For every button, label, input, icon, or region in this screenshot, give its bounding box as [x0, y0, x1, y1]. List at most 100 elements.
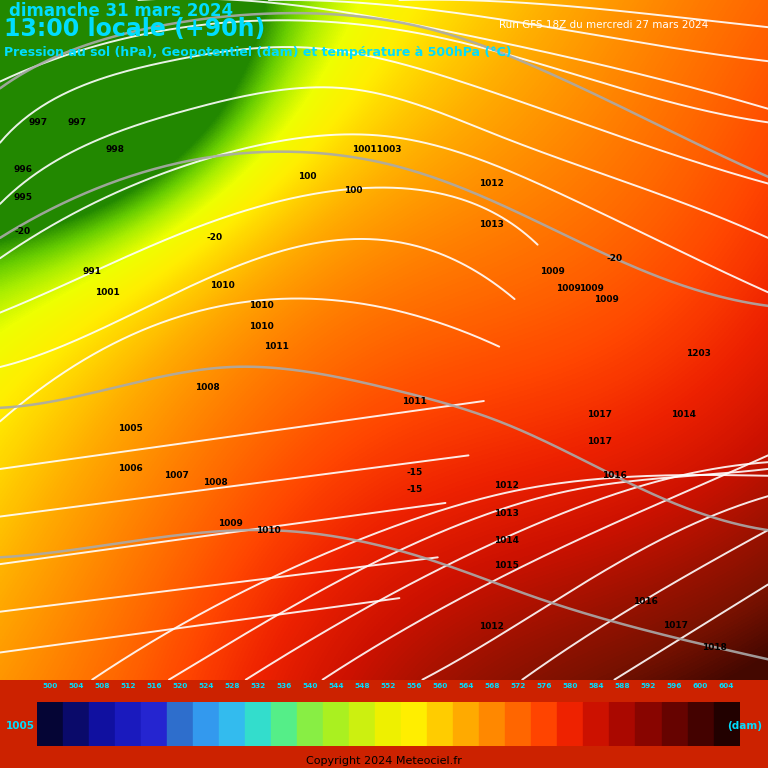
- Text: 596: 596: [667, 683, 682, 689]
- Text: 604: 604: [719, 683, 734, 689]
- Text: 576: 576: [537, 683, 552, 689]
- Text: 1017: 1017: [587, 437, 611, 446]
- Text: 1008: 1008: [195, 383, 220, 392]
- Text: 1005: 1005: [6, 720, 35, 731]
- Text: 1009: 1009: [556, 284, 581, 293]
- Text: 13:00 locale (+90h): 13:00 locale (+90h): [4, 17, 265, 41]
- Text: 1017: 1017: [587, 410, 611, 419]
- Bar: [63, 702, 89, 746]
- Text: 1012: 1012: [479, 622, 504, 631]
- Text: 995: 995: [14, 193, 32, 202]
- Text: 540: 540: [303, 683, 318, 689]
- Text: 512: 512: [121, 683, 136, 689]
- Text: 1014: 1014: [671, 410, 696, 419]
- Text: 532: 532: [250, 683, 266, 689]
- Text: 500: 500: [42, 683, 58, 689]
- Text: 1014: 1014: [495, 536, 519, 545]
- Bar: [115, 702, 141, 746]
- Bar: [323, 702, 349, 746]
- Text: 991: 991: [83, 267, 101, 276]
- Text: 1012: 1012: [479, 179, 504, 188]
- Text: 580: 580: [563, 683, 578, 689]
- Text: -15: -15: [406, 468, 423, 477]
- Text: 548: 548: [354, 683, 370, 689]
- Text: 100: 100: [344, 186, 362, 195]
- Text: 572: 572: [511, 683, 526, 689]
- Bar: [141, 702, 167, 746]
- Bar: [376, 702, 401, 746]
- Text: 1203: 1203: [687, 349, 711, 358]
- Text: 1018: 1018: [702, 643, 727, 651]
- Text: 508: 508: [94, 683, 110, 689]
- Text: 564: 564: [458, 683, 474, 689]
- Text: 1009: 1009: [541, 267, 565, 276]
- Bar: [661, 702, 687, 746]
- Text: 568: 568: [485, 683, 500, 689]
- Bar: [558, 702, 584, 746]
- Bar: [505, 702, 531, 746]
- Bar: [219, 702, 245, 746]
- Text: 528: 528: [224, 683, 240, 689]
- Text: 1013: 1013: [479, 220, 504, 229]
- Text: 1010: 1010: [249, 322, 273, 331]
- Bar: [453, 702, 479, 746]
- Text: 520: 520: [172, 683, 187, 689]
- Text: 592: 592: [641, 683, 656, 689]
- Text: 1010: 1010: [257, 525, 281, 535]
- Text: 998: 998: [106, 145, 124, 154]
- Text: 1007: 1007: [164, 472, 189, 480]
- Text: 1001: 1001: [95, 288, 120, 296]
- Text: 997: 997: [68, 118, 86, 127]
- Text: -15: -15: [406, 485, 423, 494]
- Text: 1006: 1006: [118, 465, 143, 474]
- Bar: [297, 702, 323, 746]
- Text: 1009: 1009: [218, 519, 243, 528]
- Text: 1013: 1013: [495, 508, 519, 518]
- Text: 516: 516: [146, 683, 162, 689]
- Text: 560: 560: [432, 683, 448, 689]
- Text: 544: 544: [329, 683, 344, 689]
- Text: 996: 996: [14, 165, 32, 174]
- Bar: [349, 702, 376, 746]
- Bar: [531, 702, 558, 746]
- Text: 584: 584: [588, 683, 604, 689]
- Text: Run GFS 18Z du mercredi 27 mars 2024: Run GFS 18Z du mercredi 27 mars 2024: [499, 20, 708, 31]
- Text: (dam): (dam): [727, 720, 762, 731]
- Text: Copyright 2024 Meteociel.fr: Copyright 2024 Meteociel.fr: [306, 756, 462, 766]
- Text: 556: 556: [406, 683, 422, 689]
- Bar: [271, 702, 297, 746]
- Bar: [427, 702, 453, 746]
- Bar: [167, 702, 193, 746]
- Bar: [687, 702, 713, 746]
- Text: 1016: 1016: [633, 597, 657, 606]
- Bar: [635, 702, 661, 746]
- Text: 1015: 1015: [495, 561, 519, 570]
- Bar: [713, 702, 740, 746]
- Bar: [37, 702, 63, 746]
- Text: 1010: 1010: [210, 281, 235, 290]
- Text: -20: -20: [207, 233, 223, 243]
- Text: -20: -20: [15, 227, 31, 236]
- Text: 1005: 1005: [118, 424, 143, 432]
- Bar: [89, 702, 115, 746]
- Text: 524: 524: [198, 683, 214, 689]
- Bar: [610, 702, 635, 746]
- Text: 552: 552: [380, 683, 396, 689]
- Text: -20: -20: [607, 253, 622, 263]
- Text: 1010: 1010: [249, 301, 273, 310]
- Text: 1017: 1017: [664, 621, 688, 630]
- Text: 1009: 1009: [594, 295, 619, 303]
- Text: 600: 600: [693, 683, 708, 689]
- Text: Pression au sol (hPa), Geopotentiel (dam) et température à 500hPa (°C): Pression au sol (hPa), Geopotentiel (dam…: [4, 46, 511, 59]
- Text: 1011: 1011: [402, 396, 427, 406]
- Bar: [193, 702, 219, 746]
- Text: 997: 997: [29, 118, 48, 127]
- Text: 100: 100: [298, 172, 316, 181]
- Bar: [584, 702, 610, 746]
- Text: 504: 504: [68, 683, 84, 689]
- Text: 1009: 1009: [579, 284, 604, 293]
- Text: 1008: 1008: [203, 478, 227, 487]
- Bar: [245, 702, 271, 746]
- Text: 536: 536: [276, 683, 292, 689]
- Text: 1012: 1012: [495, 482, 519, 491]
